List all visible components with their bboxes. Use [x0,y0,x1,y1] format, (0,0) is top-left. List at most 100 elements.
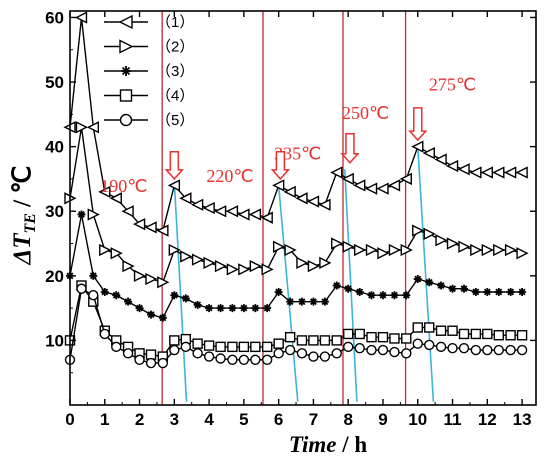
marker-circle [261,354,273,365]
marker-star [228,304,237,313]
marker-star [518,287,527,296]
marker-circle [493,344,504,356]
series-1 [63,11,528,237]
marker-triangle-right [388,243,402,257]
marker-triangle-right [446,237,460,250]
x-tick-label: 13 [513,410,532,429]
y-axis-title-symbol: T [9,232,36,249]
marker-star [158,313,167,322]
series-3 [66,210,527,322]
data-series [63,11,529,369]
marker-star [205,304,214,313]
marker-square [354,328,365,340]
x-axis-title-italic: Time [289,432,337,457]
marker-triangle-right [377,247,390,260]
marker-triangle-right [99,243,112,257]
marker-star [402,291,411,300]
marker-circle [308,351,319,362]
x-axis-title: Time / h [289,432,368,457]
marker-square [424,322,435,333]
marker-square [389,333,400,344]
y-tick-label: 10 [45,331,64,350]
marker-triangle-left [330,166,343,179]
x-tick-label: 8 [343,410,352,429]
marker-circle [505,344,516,356]
legend-entry: （4） [104,88,194,105]
x-tick-label: 0 [65,410,74,429]
marker-triangle-left [214,205,227,218]
marker-star [193,300,202,309]
marker-circle [203,351,215,362]
arrow-marker [164,151,184,181]
series-line [69,127,523,284]
marker-star [413,275,422,284]
series-5 [64,283,528,369]
marker-circle [273,348,284,359]
marker-star [448,284,457,293]
marker-circle [401,348,412,359]
marker-triangle-right [119,39,134,54]
marker-triangle-left [306,195,320,208]
marker-square [401,333,412,344]
marker-triangle-right [133,269,147,282]
series-line [69,214,523,319]
x-tick-label: 7 [309,410,318,429]
plot-frame [69,10,537,406]
marker-star [297,297,306,306]
marker-square [366,331,377,343]
legend-entry: （5） [104,112,194,129]
marker-circle [354,342,365,354]
marker-circle [331,348,342,359]
marker-triangle-right [75,121,89,134]
marker-square [296,335,308,346]
temperature-label: 220℃ [206,166,253,186]
y-axis-title-delta: Δ [9,249,36,266]
marker-star [124,297,133,306]
legend-entry: （2） [104,39,194,56]
trend-lines [173,146,435,402]
temperature-label: 235℃ [274,144,321,164]
x-tick-label: 5 [239,410,248,429]
y-tick-label: 50 [45,73,64,92]
marker-star [263,304,272,313]
marker-star [378,291,387,300]
marker-triangle-left [167,179,181,192]
marker-star [170,291,179,300]
y-axis-title: ΔTTE / ℃ [9,166,39,266]
marker-triangle-right [319,256,332,270]
marker-circle [99,328,110,340]
marker-triangle-left [480,166,494,179]
marker-circle [435,341,447,353]
series-line [69,287,523,364]
marker-triangle-right [307,259,320,273]
marker-triangle-right [238,263,251,276]
marker-triangle-right [214,259,228,273]
marker-square [458,328,470,340]
x-tick-label: 6 [274,410,283,429]
marker-circle [157,357,169,369]
marker-square [435,325,447,336]
marker-circle [458,342,470,354]
marker-triangle-left [237,208,250,221]
marker-star [77,210,86,219]
marker-triangle-left [422,146,435,160]
marker-star [135,304,144,313]
marker-triangle-left [445,159,459,173]
marker-square [119,89,133,102]
marker-square [145,349,157,360]
marker-star [112,291,121,300]
marker-circle [366,344,377,356]
y-axis-title-unit: / ℃ [9,166,36,214]
marker-triangle-left [132,218,146,231]
marker-circle [215,353,226,364]
marker-triangle-left [376,182,389,195]
marker-square [331,335,342,346]
marker-triangle-left [295,192,308,205]
marker-triangle-right [458,240,471,253]
legend-label: （5） [156,112,194,129]
y-tick-label: 20 [45,267,64,286]
marker-circle [250,354,261,365]
marker-triangle-left [118,14,133,30]
trend-line [343,169,358,402]
